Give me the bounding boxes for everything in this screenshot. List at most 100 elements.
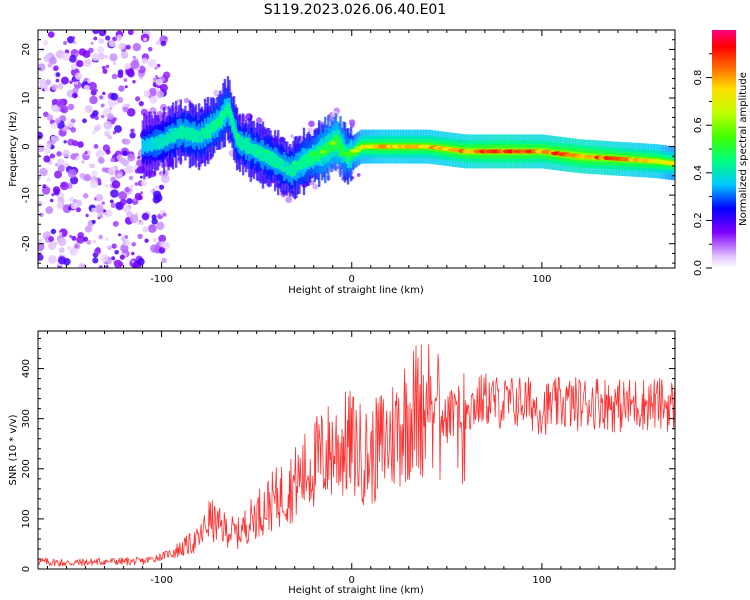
noise-blob: [56, 202, 64, 210]
ridge-cell: [295, 161, 298, 173]
ridge-cell: [327, 142, 330, 154]
ridge-core: [244, 137, 251, 142]
ridge-core: [339, 152, 346, 157]
noise-blob: [152, 238, 157, 242]
ridge-cell: [143, 140, 146, 152]
ridge-cell: [173, 128, 176, 143]
ridge-cell: [144, 140, 147, 151]
noise-blob: [112, 131, 117, 135]
spectrogram-frame: [37, 29, 676, 269]
noise-blob: [62, 149, 70, 158]
snr-axes: -100 0 100 0 100 200 300 400: [21, 331, 676, 586]
ridge-cell: [296, 160, 300, 171]
ridge-cell: [175, 129, 178, 140]
noise-blob: [69, 234, 73, 238]
noise-blob: [94, 88, 98, 92]
noise-blob: [73, 41, 77, 45]
noise-blob: [46, 114, 53, 121]
noise-blob: [134, 192, 143, 201]
ridge-cell: [228, 105, 231, 118]
noise-blob: [97, 157, 105, 164]
ridge-core: [158, 133, 165, 138]
ridge-cell: [146, 138, 149, 153]
noise-blob: [155, 75, 159, 78]
ridge-core: [291, 160, 298, 165]
ridge-cell: [307, 153, 310, 165]
noise-blob: [58, 232, 63, 236]
noise-blob: [92, 30, 100, 35]
noise-blob: [47, 63, 53, 68]
ridge-core: [225, 104, 232, 109]
noise-blob: [122, 106, 129, 113]
noise-blob: [98, 234, 103, 240]
ridge-cell: [169, 132, 172, 143]
noise-blob: [45, 79, 52, 86]
ridge-cell: [181, 125, 184, 140]
noise-blob: [91, 170, 98, 177]
noise-blob: [82, 50, 91, 58]
ridge-cell: [251, 143, 254, 155]
colorbar-tick-label: 0.6: [693, 117, 704, 133]
ridge-core: [149, 142, 156, 147]
noise-blob: [99, 215, 103, 219]
noise-blob: [111, 243, 117, 249]
noise-blob: [83, 174, 91, 182]
ridge-cell: [286, 161, 289, 176]
noise-blob: [89, 95, 98, 105]
ridge-cell: [167, 132, 170, 144]
noise-blob: [136, 221, 141, 226]
noise-blob: [46, 143, 52, 149]
ridge-cell: [194, 130, 198, 142]
ridge-cell: [204, 127, 207, 138]
ridge-core: [177, 132, 184, 137]
ridge-cell: [184, 127, 187, 139]
ridge-cell: [340, 143, 344, 154]
ridge-cell: [240, 136, 243, 151]
ridge-cell: [248, 141, 251, 154]
noise-blob: [93, 144, 99, 149]
ridge-cell: [196, 129, 199, 143]
ridge-cell: [235, 132, 239, 146]
noise-blob: [101, 167, 107, 173]
noise-blob: [57, 237, 67, 247]
noise-blob: [137, 156, 141, 160]
noise-blob: [38, 242, 45, 251]
noise-blob: [62, 204, 72, 214]
noise-blob: [76, 60, 84, 68]
noise-blob: [124, 187, 131, 193]
ridge-cell: [187, 128, 190, 139]
ridge-cell: [242, 138, 245, 151]
noise-blob: [63, 140, 67, 144]
noise-blob: [93, 36, 98, 41]
noise-blob: [100, 254, 109, 263]
noise-blob: [55, 72, 61, 77]
noise-blob: [50, 135, 57, 142]
y-tick-label: -20: [21, 236, 32, 252]
noise-blob: [85, 213, 89, 218]
y-tick-label: 0: [21, 143, 32, 149]
noise-blob: [138, 101, 144, 107]
noise-blob: [84, 151, 88, 155]
noise-blob: [48, 56, 57, 65]
noise-blob: [95, 193, 104, 202]
noise-blob: [142, 226, 149, 233]
noise-blob: [94, 115, 99, 121]
noise-blob: [147, 46, 153, 52]
noise-blob: [53, 241, 58, 246]
snr-line: [38, 344, 675, 568]
noise-blob: [48, 236, 55, 243]
ridge-cell: [153, 138, 157, 149]
noise-blob: [127, 30, 134, 36]
x-tick-label: -100: [150, 575, 173, 586]
noise-blob: [148, 224, 157, 233]
noise-blob: [68, 54, 77, 63]
ridge-cell: [213, 120, 216, 132]
noise-blob: [81, 160, 85, 164]
noise-blob: [71, 235, 77, 241]
ridge-cell: [200, 127, 204, 143]
noise-blob: [140, 191, 144, 195]
halo-blob: [349, 122, 355, 128]
noise-blob: [141, 57, 148, 64]
noise-blob: [61, 52, 71, 61]
